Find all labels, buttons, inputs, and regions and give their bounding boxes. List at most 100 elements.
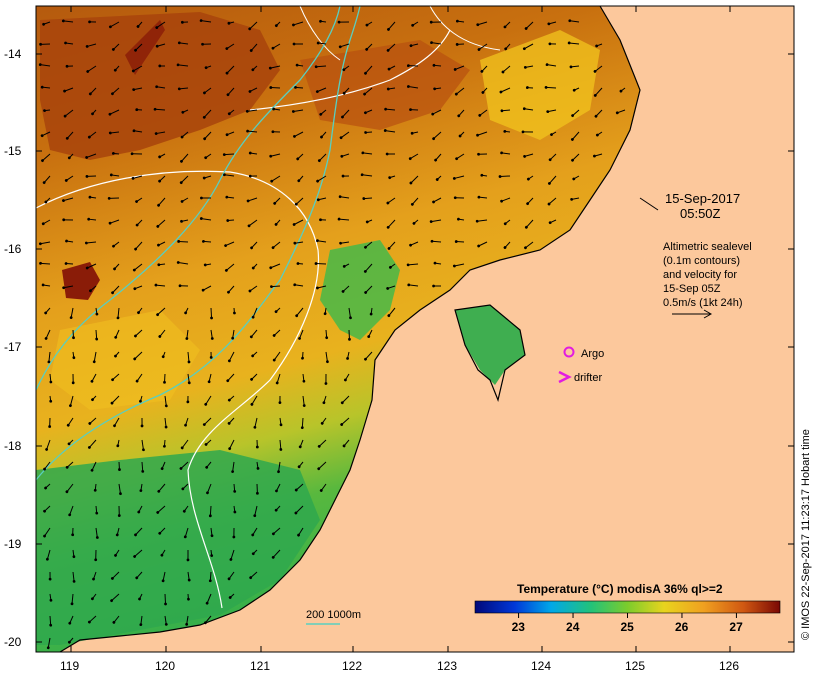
velocity-arrow — [203, 263, 212, 267]
velocity-arrow — [314, 65, 327, 69]
bathy-contour-200 — [35, 5, 361, 481]
velocity-arrow — [180, 439, 189, 450]
velocity-arrow — [156, 307, 166, 317]
velocity-arrow — [47, 351, 51, 364]
velocity-arrow — [65, 239, 74, 243]
velocity-arrow — [87, 615, 97, 624]
velocity-arrow — [110, 593, 120, 603]
velocity-arrow — [245, 109, 258, 113]
velocity-arrow — [223, 173, 235, 177]
velocity-arrow — [406, 263, 419, 267]
velocity-arrow — [228, 593, 235, 599]
velocity-arrow — [409, 175, 419, 185]
velocity-arrow — [161, 351, 166, 359]
velocity-arrow — [387, 65, 396, 71]
legend-line-5: 0.5m/s (1kt 24h) — [663, 297, 742, 309]
velocity-arrow — [64, 41, 74, 45]
velocity-arrow — [475, 219, 488, 223]
velocity-arrow — [294, 505, 304, 515]
colorbar-tick-label: 27 — [729, 620, 743, 634]
hot-patch-north — [40, 12, 280, 160]
velocity-arrow — [271, 549, 281, 559]
coastline — [59, 5, 641, 653]
velocity-arrow — [433, 87, 442, 91]
velocity-arrow — [225, 65, 235, 75]
velocity-arrow — [340, 153, 350, 158]
x-tick-label: 120 — [155, 659, 175, 673]
velocity-arrow — [45, 439, 51, 451]
velocity-arrow — [72, 351, 76, 360]
velocity-arrow — [383, 129, 396, 133]
velocity-arrow — [317, 153, 327, 163]
velocity-arrow — [63, 109, 74, 118]
velocity-arrow — [546, 109, 557, 114]
velocity-arrow — [49, 373, 53, 384]
velocity-arrow — [231, 329, 235, 340]
velocity-arrow — [547, 21, 557, 26]
velocity-arrow — [298, 439, 304, 449]
velocity-arrow — [248, 285, 258, 293]
colorbar-tick-label: 23 — [512, 620, 526, 634]
velocity-arrow — [88, 195, 97, 199]
bathy-contour-1000 — [35, 5, 341, 391]
velocity-arrow — [41, 219, 51, 226]
velocity-arrow — [157, 197, 166, 207]
gulf-outline — [454, 304, 526, 402]
velocity-arrow — [113, 417, 120, 428]
velocity-arrow — [185, 329, 189, 340]
velocity-arrow — [270, 285, 281, 289]
velocity-arrow — [338, 195, 350, 199]
velocity-arrow — [325, 329, 329, 340]
velocity-arrow — [199, 19, 212, 23]
velocity-arrow — [410, 131, 419, 135]
velocity-arrow — [68, 615, 74, 625]
velocity-arrow — [204, 439, 212, 446]
velocity-arrow — [44, 197, 51, 204]
legend-arrowhead — [703, 309, 713, 319]
colorbar-title: Temperature (°C) modisA 36% ql>=2 — [517, 582, 723, 596]
velocity-arrow — [274, 307, 281, 314]
velocity-arrow — [95, 505, 99, 515]
x-tick-label: 125 — [625, 659, 645, 673]
velocity-arrow — [369, 307, 373, 316]
velocity-arrow — [477, 241, 488, 248]
velocity-arrow — [44, 329, 51, 340]
credit-text: © IMOS 22-Sep-2017 11:23:17 Hobart time — [800, 429, 812, 640]
velocity-arrow — [155, 43, 166, 48]
velocity-arrow — [315, 87, 327, 94]
x-tick-label: 119 — [60, 659, 79, 673]
velocity-arrow — [43, 109, 51, 113]
velocity-arrow — [114, 549, 120, 557]
velocity-arrow — [210, 329, 214, 340]
velocity-arrow — [131, 175, 143, 180]
plot-frame — [35, 5, 795, 653]
velocity-arrow — [277, 461, 281, 474]
velocity-arrow — [38, 241, 51, 246]
velocity-arrow — [457, 217, 465, 221]
y-axis-ticks: -14 -15 -16 -17 -18 -19 -20 — [4, 47, 794, 649]
velocity-arrow — [481, 87, 488, 94]
x-axis-ticks: 119 120 121 122 123 124 125 126 — [60, 6, 739, 673]
colorbar-ticks: 23 24 25 26 27 — [512, 613, 743, 634]
velocity-arrow — [187, 373, 191, 385]
velocity-arrow — [476, 131, 488, 137]
velocity-arrow — [39, 261, 51, 265]
velocity-arrow — [526, 175, 534, 181]
velocity-arrow — [571, 153, 580, 162]
velocity-arrow — [95, 527, 99, 539]
velocity-arrow — [135, 197, 143, 203]
velocity-arrow — [337, 217, 350, 221]
velocity-arrow — [184, 307, 189, 315]
velocity-arrow — [386, 285, 396, 290]
velocity-arrow — [227, 417, 235, 425]
velocity-arrow — [222, 153, 235, 157]
velocity-arrow — [348, 307, 352, 320]
velocity-arrow — [253, 505, 258, 518]
velocity-arrow — [208, 571, 212, 583]
y-tick-label: -17 — [4, 340, 22, 354]
velocity-arrow — [364, 241, 373, 249]
velocity-arrow — [292, 219, 304, 226]
velocity-arrow — [362, 197, 373, 200]
velocity-arrow — [134, 241, 143, 251]
velocity-arrow — [85, 153, 97, 159]
